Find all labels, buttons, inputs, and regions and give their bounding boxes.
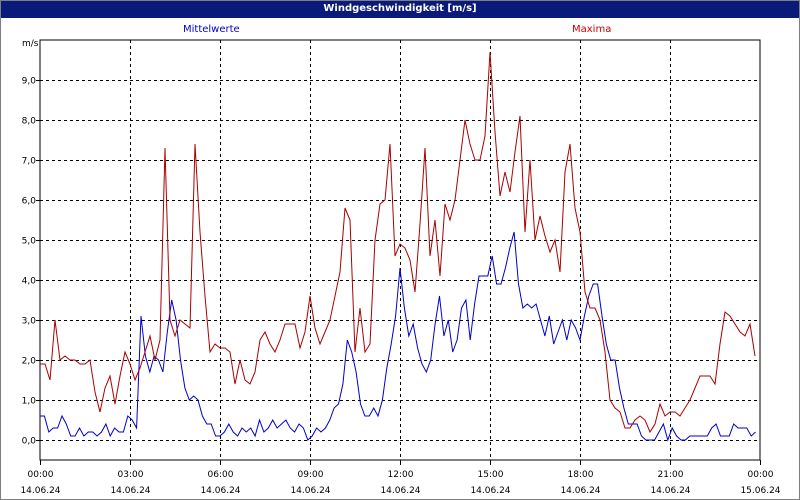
x-tick-date: 14.06.24 — [560, 486, 600, 496]
y-tick-label: 8,0 — [22, 117, 37, 127]
x-tick-date: 14.06.24 — [290, 486, 330, 496]
legend-mittelwerte: Mittelwerte — [183, 24, 240, 35]
x-tick-date: 14.06.24 — [20, 486, 60, 496]
y-axis-unit: m/s — [22, 39, 39, 49]
x-tick-time: 15:00 — [478, 470, 504, 480]
x-tick-time: 12:00 — [388, 470, 414, 480]
y-tick-label: 7,0 — [22, 157, 37, 167]
x-tick-date: 14.06.24 — [470, 486, 510, 496]
y-tick-label: 6,0 — [22, 197, 37, 207]
x-tick-time: 06:00 — [208, 470, 234, 480]
legend-maxima: Maxima — [572, 24, 612, 35]
x-tick-date: 14.06.24 — [650, 486, 690, 496]
y-tick-label: 0,0 — [22, 437, 37, 447]
x-tick-date: 14.06.24 — [110, 486, 150, 496]
x-tick-time: 21:00 — [658, 470, 684, 480]
x-tick-time: 00:00 — [748, 470, 774, 480]
title-bar: Windgeschwindigkeit [m/s] — [1, 1, 799, 18]
y-tick-label: 4,0 — [22, 277, 37, 287]
x-tick-time: 00:00 — [28, 470, 54, 480]
x-tick-time: 03:00 — [118, 470, 144, 480]
y-tick-label: 1,0 — [22, 397, 37, 407]
x-tick-date: 14.06.24 — [200, 486, 240, 496]
y-tick-label: 9,0 — [22, 77, 37, 87]
y-tick-label: 5,0 — [22, 237, 37, 247]
chart-title: Windgeschwindigkeit [m/s] — [323, 3, 477, 14]
series-line-mittelwerte — [40, 231, 756, 442]
y-tick-label: 3,0 — [22, 317, 37, 327]
series-line-maxima — [40, 51, 756, 434]
y-tick-label: 2,0 — [22, 357, 37, 367]
x-tick-time: 09:00 — [298, 470, 324, 480]
x-tick-time: 18:00 — [568, 470, 594, 480]
x-tick-date: 15.06.24 — [740, 486, 780, 496]
x-tick-date: 14.06.24 — [380, 486, 420, 496]
